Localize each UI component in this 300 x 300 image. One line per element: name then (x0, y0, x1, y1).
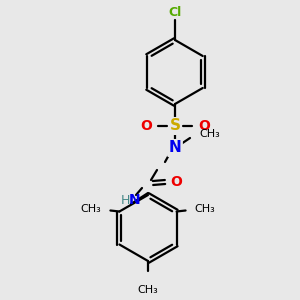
Text: CH₃: CH₃ (138, 285, 158, 295)
Text: N: N (129, 193, 141, 207)
Text: CH₃: CH₃ (81, 205, 101, 214)
Text: Cl: Cl (168, 5, 182, 19)
Text: CH₃: CH₃ (199, 129, 220, 139)
Text: N: N (169, 140, 182, 155)
Text: H: H (120, 194, 130, 206)
Text: O: O (198, 119, 210, 133)
Text: CH₃: CH₃ (195, 205, 215, 214)
Text: O: O (170, 175, 182, 189)
Text: S: S (169, 118, 181, 134)
Text: O: O (140, 119, 152, 133)
